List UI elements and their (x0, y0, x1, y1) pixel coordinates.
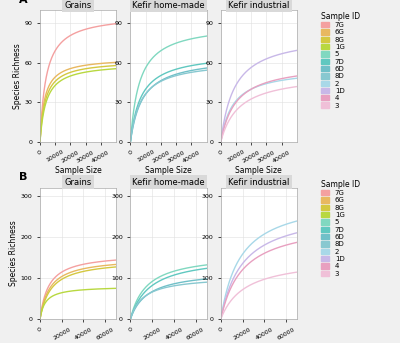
Title: Kefir home-made: Kefir home-made (132, 0, 205, 10)
Y-axis label: Species Richness: Species Richness (13, 43, 22, 109)
Text: B: B (19, 172, 27, 182)
Title: Grains: Grains (64, 178, 92, 187)
Legend: 7G, 6G, 8G, 1G, 5, 7D, 6D, 8D, 2, 1D, 4, 3: 7G, 6G, 8G, 1G, 5, 7D, 6D, 8D, 2, 1D, 4,… (320, 178, 361, 278)
X-axis label: Sample Size: Sample Size (145, 166, 192, 175)
X-axis label: Sample Size: Sample Size (236, 166, 282, 175)
Title: Kefir industrial: Kefir industrial (228, 178, 290, 187)
Text: A: A (19, 0, 27, 4)
Title: Kefir industrial: Kefir industrial (228, 0, 290, 10)
Legend: 7G, 6G, 8G, 1G, 5, 7D, 6D, 8D, 2, 1D, 4, 3: 7G, 6G, 8G, 1G, 5, 7D, 6D, 8D, 2, 1D, 4,… (320, 10, 361, 110)
Y-axis label: Species Richness: Species Richness (9, 221, 18, 286)
Title: Grains: Grains (64, 0, 92, 10)
X-axis label: Sample Size: Sample Size (55, 166, 102, 175)
Title: Kefir home-made: Kefir home-made (132, 178, 205, 187)
